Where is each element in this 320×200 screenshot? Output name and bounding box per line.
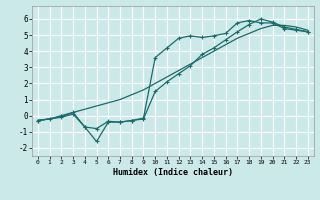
X-axis label: Humidex (Indice chaleur): Humidex (Indice chaleur) [113, 168, 233, 177]
